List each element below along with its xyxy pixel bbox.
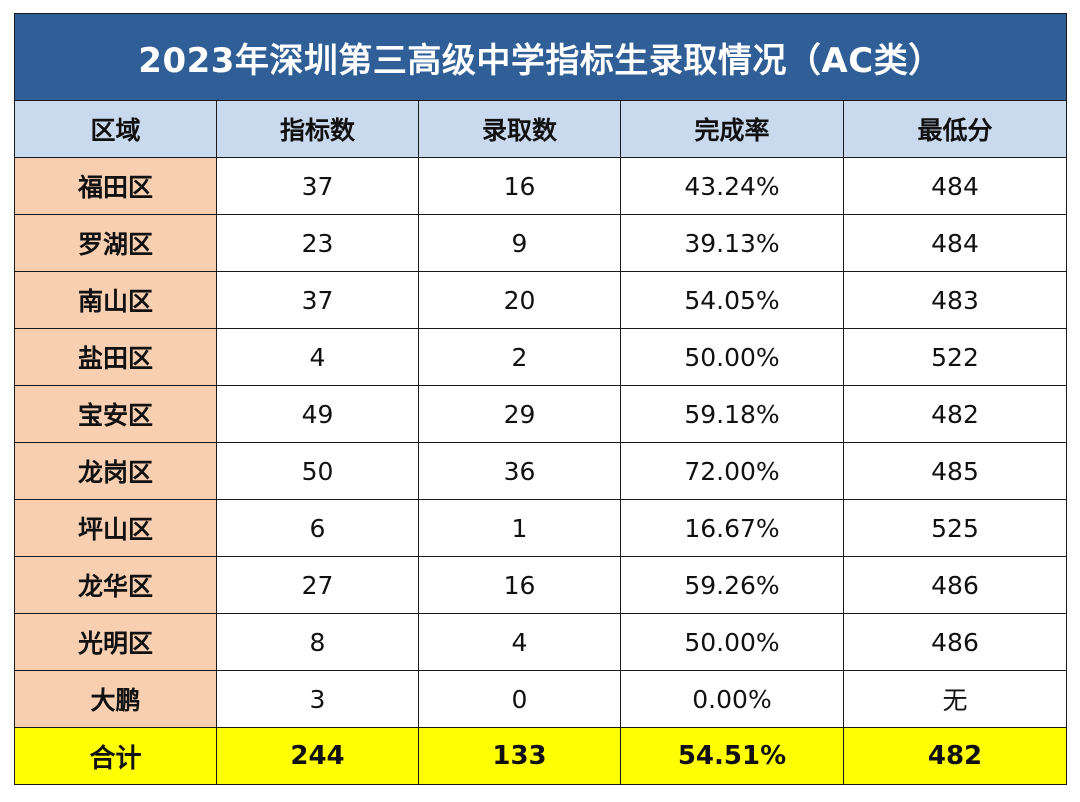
table-row: 光明区 8 4 50.00% 486 [14, 613, 1068, 671]
rate-cell: 59.26% [620, 556, 844, 614]
min-score-cell: 484 [842, 214, 1068, 272]
quota-cell: 23 [216, 214, 419, 272]
admitted-cell: 9 [418, 214, 621, 272]
header-region: 区域 [14, 100, 217, 158]
quota-cell: 27 [216, 556, 419, 614]
min-score-cell: 486 [842, 556, 1068, 614]
rate-cell: 43.24% [620, 157, 844, 215]
rate-cell: 50.00% [620, 613, 844, 671]
rate-cell: 54.05% [620, 271, 844, 329]
quota-cell: 4 [216, 328, 419, 386]
table-row: 南山区 37 20 54.05% 483 [14, 271, 1068, 329]
min-score-cell: 525 [842, 499, 1068, 557]
region-cell: 大鹏 [14, 670, 217, 728]
total-min-score: 482 [842, 727, 1068, 785]
quota-cell: 50 [216, 442, 419, 500]
rate-cell: 59.18% [620, 385, 844, 443]
table-row: 龙华区 27 16 59.26% 486 [14, 556, 1068, 614]
min-score-cell: 无 [842, 670, 1068, 728]
region-cell: 福田区 [14, 157, 217, 215]
region-cell: 坪山区 [14, 499, 217, 557]
table-row: 坪山区 6 1 16.67% 525 [14, 499, 1068, 557]
table-container: 2023年深圳第三高级中学指标生录取情况（AC类） 区域 指标数 录取数 完成率… [13, 13, 1068, 785]
rate-cell: 72.00% [620, 442, 844, 500]
table-row: 罗湖区 23 9 39.13% 484 [14, 214, 1068, 272]
admitted-cell: 16 [418, 157, 621, 215]
table-row: 盐田区 4 2 50.00% 522 [14, 328, 1068, 386]
table-row: 宝安区 49 29 59.18% 482 [14, 385, 1068, 443]
header-min-score: 最低分 [842, 100, 1068, 158]
region-cell: 光明区 [14, 613, 217, 671]
admission-table: 2023年深圳第三高级中学指标生录取情况（AC类） 区域 指标数 录取数 完成率… [13, 13, 1068, 785]
admitted-cell: 4 [418, 613, 621, 671]
admitted-cell: 29 [418, 385, 621, 443]
min-score-cell: 485 [842, 442, 1068, 500]
region-cell: 盐田区 [14, 328, 217, 386]
quota-cell: 37 [216, 157, 419, 215]
table-title: 2023年深圳第三高级中学指标生录取情况（AC类） [13, 13, 1068, 101]
rate-cell: 50.00% [620, 328, 844, 386]
total-quota: 244 [216, 727, 419, 785]
quota-cell: 49 [216, 385, 419, 443]
region-cell: 宝安区 [14, 385, 217, 443]
min-score-cell: 483 [842, 271, 1068, 329]
region-cell: 罗湖区 [14, 214, 217, 272]
rate-cell: 16.67% [620, 499, 844, 557]
region-cell: 龙华区 [14, 556, 217, 614]
quota-cell: 6 [216, 499, 419, 557]
admitted-cell: 16 [418, 556, 621, 614]
min-score-cell: 482 [842, 385, 1068, 443]
header-rate: 完成率 [620, 100, 844, 158]
min-score-cell: 522 [842, 328, 1068, 386]
min-score-cell: 486 [842, 613, 1068, 671]
rate-cell: 39.13% [620, 214, 844, 272]
quota-cell: 37 [216, 271, 419, 329]
admitted-cell: 1 [418, 499, 621, 557]
quota-cell: 8 [216, 613, 419, 671]
total-rate: 54.51% [620, 727, 844, 785]
header-quota: 指标数 [216, 100, 419, 158]
header-admitted: 录取数 [418, 100, 621, 158]
region-cell: 南山区 [14, 271, 217, 329]
table-row: 龙岗区 50 36 72.00% 485 [14, 442, 1068, 500]
admitted-cell: 0 [418, 670, 621, 728]
header-row: 区域 指标数 录取数 完成率 最低分 [14, 100, 1068, 158]
table-row: 大鹏 3 0 0.00% 无 [14, 670, 1068, 728]
admitted-cell: 2 [418, 328, 621, 386]
total-label: 合计 [14, 727, 217, 785]
total-admitted: 133 [418, 727, 621, 785]
region-cell: 龙岗区 [14, 442, 217, 500]
min-score-cell: 484 [842, 157, 1068, 215]
table-row: 福田区 37 16 43.24% 484 [14, 157, 1068, 215]
admitted-cell: 36 [418, 442, 621, 500]
total-row: 合计 244 133 54.51% 482 [14, 727, 1068, 785]
admitted-cell: 20 [418, 271, 621, 329]
rate-cell: 0.00% [620, 670, 844, 728]
quota-cell: 3 [216, 670, 419, 728]
